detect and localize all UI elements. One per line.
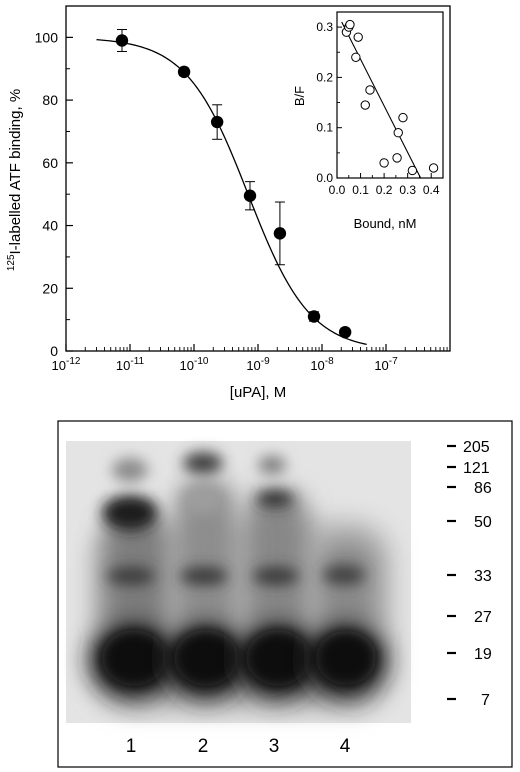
inset-x-axis-label: Bound, nM	[354, 216, 417, 231]
fit-curve	[96, 39, 367, 346]
marker-label-121: 121	[463, 460, 490, 477]
marker-label-205: 205	[463, 439, 490, 456]
gel-electrophoresis-image: 205 121 86 50 33 27 19 7 1 2 3 4	[57, 420, 513, 768]
inset-x-tick-label: 0.4	[423, 183, 440, 197]
data-point	[307, 310, 321, 323]
inset-x-tick-label: 0.0	[329, 183, 346, 197]
inset-y-axis: 0.0 0.1 0.2 0.3	[316, 20, 342, 185]
data-marker	[115, 34, 129, 47]
binding-curve-chart: 0 20 40 60 80 100 10-12 10-11 10-10 10-9 10-8 10-7…	[6, 5, 451, 401]
inset-background	[337, 12, 443, 178]
data-marker	[243, 189, 257, 202]
inset-y-tick-label: 0.3	[316, 20, 333, 34]
data-point	[210, 104, 224, 140]
main-y-tick-label: 40	[42, 218, 58, 234]
inset-data-marker	[407, 165, 418, 176]
marker-label-7: 7	[481, 692, 490, 709]
inset-x-tick-label: 0.1	[352, 183, 369, 197]
inset-data-marker	[393, 128, 403, 138]
marker-label-86: 86	[474, 480, 492, 497]
inset-data-points	[341, 19, 439, 176]
inset-y-tick-label: 0.2	[316, 70, 333, 84]
y-label-text: I-labelled ATF binding, %	[7, 89, 24, 255]
main-x-axis-label: [uPA], M	[230, 384, 286, 401]
inset-data-marker	[360, 100, 370, 110]
main-y-tick-label: 60	[42, 155, 58, 171]
gel-lane-2	[162, 452, 250, 700]
data-marker	[338, 325, 352, 339]
inset-y-axis-label: B/F	[292, 86, 307, 106]
inset-data-marker	[353, 32, 363, 42]
inset-data-marker	[428, 163, 439, 173]
inset-x-axis: 0.0 0.1 0.2 0.3 0.4	[329, 173, 444, 197]
data-marker	[273, 227, 287, 240]
lane-label-1: 1	[126, 736, 137, 757]
main-y-tick-label: 0	[50, 343, 58, 359]
y-label-superscript: 125	[6, 254, 17, 271]
gel-lane-1	[89, 458, 179, 700]
inset-y-tick-label: 0.0	[316, 171, 333, 185]
inset-x-tick-label: 0.3	[399, 183, 416, 197]
data-marker	[177, 65, 191, 79]
inset-plot-frame	[336, 11, 444, 179]
inset-data-marker	[351, 52, 361, 62]
main-y-axis: 0 20 40 60 80 100	[35, 29, 73, 359]
lane-label-3: 3	[269, 736, 280, 757]
inset-data-marker	[379, 158, 389, 168]
marker-label-50: 50	[474, 514, 492, 531]
inset-data-marker	[398, 112, 408, 123]
main-x-axis: 10-12 10-11 10-10 10-9 10-8 10-7	[52, 344, 448, 373]
inset-fit-line	[341, 21, 422, 179]
main-data-points	[115, 29, 352, 339]
main-x-tick-label: 10-7	[374, 356, 398, 373]
gel-lane-3	[234, 456, 322, 700]
data-point	[115, 29, 129, 52]
data-point	[177, 65, 191, 79]
marker-label-19: 19	[474, 646, 492, 663]
lane-label-2: 2	[198, 736, 209, 757]
inset-data-marker	[365, 85, 375, 95]
molecular-weight-markers	[447, 444, 456, 701]
data-point	[338, 325, 352, 339]
gel-lane-4	[303, 540, 387, 700]
main-y-axis-label: 125I-labelled ATF binding, %	[6, 89, 24, 271]
scatchard-inset-chart: 0.0 0.1 0.2 0.3 0.0 0.1 0.2 0.3 0.4 B/F Bound, …	[292, 11, 444, 231]
main-x-tick-label: 10-12	[52, 356, 81, 373]
inset-data-marker	[345, 19, 355, 30]
main-x-tick-label: 10-9	[246, 356, 270, 373]
marker-labels: 205 121 86 50 33 27 19 7	[463, 439, 492, 709]
main-y-tick-label: 80	[42, 92, 58, 108]
marker-label-27: 27	[474, 609, 492, 626]
marker-label-33: 33	[474, 568, 492, 585]
main-y-tick-label: 100	[35, 29, 59, 45]
inset-x-tick-label: 0.2	[376, 183, 393, 197]
lane-label-4: 4	[340, 736, 351, 757]
lane-labels: 1 2 3 4	[126, 736, 351, 757]
data-point	[273, 201, 287, 266]
data-marker	[307, 310, 321, 323]
main-y-tick-label: 20	[42, 280, 58, 296]
main-x-tick-label: 10-8	[310, 356, 334, 373]
main-x-tick-label: 10-11	[116, 356, 145, 373]
data-point	[243, 181, 257, 211]
data-marker	[210, 115, 224, 129]
inset-data-marker	[392, 153, 402, 163]
main-x-tick-label: 10-10	[180, 356, 209, 373]
inset-y-tick-label: 0.1	[316, 121, 333, 135]
